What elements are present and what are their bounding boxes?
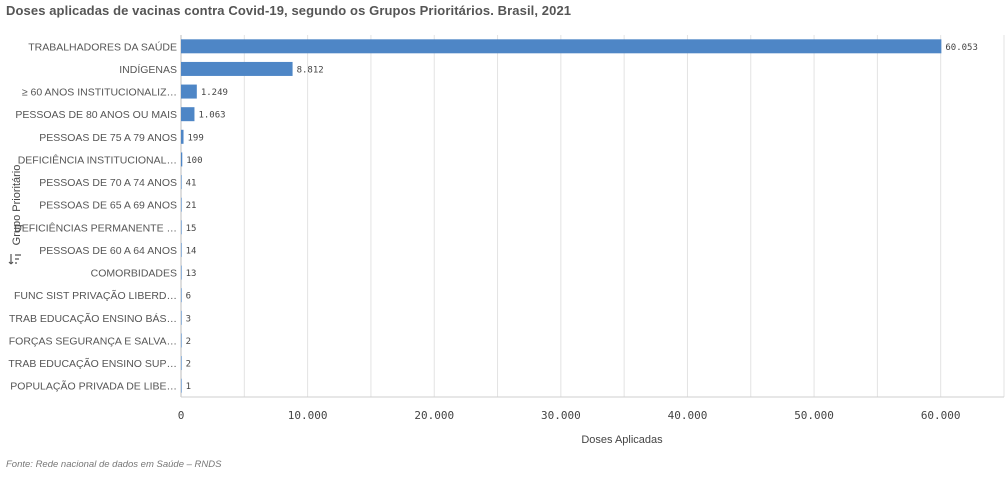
bar[interactable] xyxy=(181,356,182,371)
bar[interactable] xyxy=(181,310,182,325)
data-label: 41 xyxy=(186,179,197,189)
data-label: 1 xyxy=(186,382,191,392)
source-note: Fonte: Rede nacional de dados em Saúde –… xyxy=(6,459,222,470)
category-label: DEFICIÊNCIAS PERMANENTE … xyxy=(14,221,177,234)
category-label: COMORBIDADES xyxy=(91,268,177,280)
x-tick-label: 0 xyxy=(178,409,185,422)
bar[interactable] xyxy=(181,197,182,212)
bar[interactable] xyxy=(181,242,182,257)
sort-icon[interactable] xyxy=(8,252,21,266)
x-axis-label: Doses Aplicadas xyxy=(581,434,663,446)
data-label: 1.063 xyxy=(198,111,225,121)
data-label: 60.053 xyxy=(945,43,978,53)
bar[interactable] xyxy=(181,378,182,393)
category-label: PESSOAS DE 60 A 64 ANOS xyxy=(39,245,177,257)
bar[interactable] xyxy=(181,220,182,235)
y-axis-label: Grupo Prioritário xyxy=(11,165,23,246)
x-axis-ticks: 0 10.000 20.000 30.000 40.000 50.000 60.000 xyxy=(178,409,961,422)
category-label: PESSOAS DE 75 A 79 ANOS xyxy=(39,132,177,144)
bars xyxy=(181,39,942,393)
category-label: ≥ 60 ANOS INSTITUCIONALIZ… xyxy=(22,87,177,99)
x-tick-label: 30.000 xyxy=(541,409,581,422)
value-labels: 60.0538.8121.2491.0631991004121151413632… xyxy=(186,43,978,392)
data-label: 21 xyxy=(186,201,197,211)
data-label: 14 xyxy=(186,246,197,256)
data-label: 199 xyxy=(188,133,204,143)
bar[interactable] xyxy=(181,175,182,190)
data-label: 15 xyxy=(186,224,197,234)
data-label: 1.249 xyxy=(201,88,228,98)
gridlines xyxy=(180,35,1005,398)
bar[interactable] xyxy=(181,107,195,122)
bar[interactable] xyxy=(181,129,184,144)
category-label: PESSOAS DE 65 A 69 ANOS xyxy=(39,200,177,212)
category-label: FORÇAS SEGURANÇA E SALVA… xyxy=(9,335,177,347)
x-tick-label: 10.000 xyxy=(288,409,328,422)
category-label: TRABALHADORES DA SAÚDE xyxy=(28,40,177,53)
category-label: INDÍGENAS xyxy=(119,63,177,76)
data-label: 2 xyxy=(186,337,191,347)
data-label: 6 xyxy=(186,292,191,302)
category-label: PESSOAS DE 80 ANOS OU MAIS xyxy=(15,109,177,121)
category-label: PESSOAS DE 70 A 74 ANOS xyxy=(39,177,177,189)
data-label: 13 xyxy=(186,269,197,279)
chart-title: Doses aplicadas de vacinas contra Covid-… xyxy=(6,3,572,18)
x-tick-label: 60.000 xyxy=(921,409,961,422)
data-label: 100 xyxy=(186,156,202,166)
category-label: TRAB EDUCAÇÃO ENSINO SUP… xyxy=(8,357,177,370)
category-label: POPULAÇÃO PRIVADA DE LIBE… xyxy=(10,380,177,393)
category-label: TRAB EDUCAÇÃO ENSINO BÁS… xyxy=(9,312,177,325)
bar[interactable] xyxy=(181,61,293,76)
x-tick-label: 50.000 xyxy=(794,409,834,422)
x-tick-label: 20.000 xyxy=(414,409,454,422)
bar[interactable] xyxy=(181,84,197,99)
data-label: 3 xyxy=(186,314,191,324)
data-label: 2 xyxy=(186,360,191,370)
bar[interactable] xyxy=(181,152,183,167)
category-labels: TRABALHADORES DA SAÚDE INDÍGENAS ≥ 60 ANOS… xyxy=(8,40,177,392)
category-label: FUNC SIST PRIVAÇÃO LIBERD… xyxy=(14,289,177,302)
bar[interactable] xyxy=(181,333,182,348)
bar[interactable] xyxy=(181,265,182,280)
data-label: 8.812 xyxy=(297,65,324,75)
x-tick-label: 40.000 xyxy=(668,409,708,422)
bar[interactable] xyxy=(181,39,942,54)
category-label: DEFICIÊNCIA INSTITUCIONAL… xyxy=(18,153,177,166)
bar[interactable] xyxy=(181,288,182,303)
